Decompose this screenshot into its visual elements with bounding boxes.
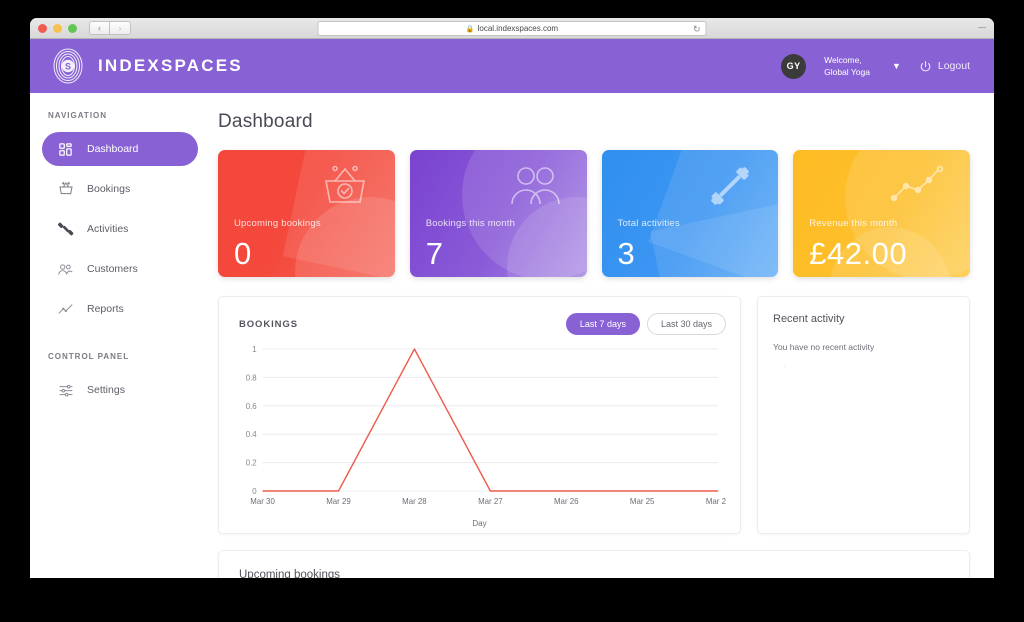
maximize-window-button[interactable]: [68, 23, 77, 33]
stat-card-value: 3: [617, 236, 636, 271]
stat-card-upcoming-bookings[interactable]: Upcoming bookings 0: [218, 150, 395, 277]
grid-icon: [57, 141, 74, 158]
brand[interactable]: S INDEXSPACES: [48, 46, 243, 86]
recent-activity-panel: Recent activity You have no recent activ…: [757, 296, 970, 534]
range-toggle-group[interactable]: Last 7 days Last 30 days: [565, 313, 726, 335]
stat-card-label: Bookings this month: [425, 218, 516, 229]
svg-text:0.6: 0.6: [246, 402, 258, 411]
app-body: NAVIGATION Dashboard: [30, 93, 994, 578]
chart-title: BOOKINGS: [239, 318, 298, 330]
svg-text:Mar 30: Mar 30: [250, 497, 275, 506]
people-icon: [57, 261, 74, 278]
range-last-30-days-button[interactable]: Last 30 days: [646, 313, 726, 335]
close-window-button[interactable]: [38, 23, 47, 33]
svg-text:1: 1: [252, 345, 257, 354]
brand-name: INDEXSPACES: [98, 56, 243, 75]
browser-window: ‹ › 🔒 local.indexspaces.com ↻ ─: [30, 18, 994, 578]
stat-card-label: Upcoming bookings: [234, 218, 321, 229]
svg-text:0.8: 0.8: [246, 373, 258, 382]
stat-card-value: 7: [425, 236, 444, 271]
page-title: Dashboard: [218, 111, 313, 132]
sidebar-item-label: Customers: [87, 263, 138, 275]
sidebar-item-activities[interactable]: Activities: [42, 212, 198, 246]
forward-button[interactable]: ›: [110, 21, 131, 35]
svg-text:Mar 24: Mar 24: [706, 497, 726, 506]
sidebar-item-label: Activities: [87, 223, 129, 235]
svg-text:S: S: [65, 62, 71, 72]
lower-row: BOOKINGS Last 7 days Last 30 days 0 0.2 0.…: [218, 296, 970, 534]
range-last-7-days-button[interactable]: Last 7 days: [565, 313, 640, 335]
sidebar-item-dashboard[interactable]: Dashboard: [42, 132, 198, 166]
stat-card-label: Total activities: [617, 218, 680, 229]
fingerprint-icon: S: [48, 46, 88, 86]
app-header: S INDEXSPACES GY Welcome, Global Yoga ▼: [30, 39, 994, 93]
url-text: local.indexspaces.com: [477, 24, 559, 33]
stat-card-label: Revenue this month: [809, 218, 898, 229]
browser-titlebar: ‹ › 🔒 local.indexspaces.com ↻ ─: [30, 18, 994, 39]
stat-card-total-activities[interactable]: Total activities 3: [601, 150, 779, 277]
bookings-chart-panel: BOOKINGS Last 7 days Last 30 days 0 0.2 0.…: [218, 296, 741, 534]
recent-activity-dot: .: [784, 360, 787, 369]
basket-icon: [57, 181, 74, 198]
svg-text:Mar 28: Mar 28: [402, 497, 427, 506]
sidebar-item-label: Bookings: [87, 183, 131, 195]
welcome-greeting: Welcome,: [824, 54, 862, 65]
line-chart-icon: [890, 164, 946, 206]
logout-button[interactable]: Logout: [919, 60, 970, 73]
stat-cards: Upcoming bookings 0 Bookings this mon: [218, 150, 970, 277]
address-bar[interactable]: 🔒 local.indexspaces.com ↻: [317, 21, 707, 36]
sidebar-item-reports[interactable]: Reports: [42, 292, 198, 326]
window-controls[interactable]: [38, 23, 77, 33]
chevron-down-icon[interactable]: ▼: [891, 61, 901, 71]
svg-text:0: 0: [252, 487, 257, 496]
bookings-line-chart: 0 0.2 0.4 0.6 0.8 1 Mar 30 Mar 29 Mar 28 Mar 27 Ma…: [233, 341, 726, 521]
svg-text:0.4: 0.4: [246, 430, 258, 439]
sidebar-item-label: Reports: [87, 303, 124, 315]
stat-card-bookings-this-month[interactable]: Bookings this month 7: [409, 150, 587, 277]
upcoming-bookings-panel: Upcoming bookings: [218, 550, 970, 578]
sidebar-item-bookings[interactable]: Bookings: [42, 172, 198, 206]
logout-label: Logout: [937, 60, 970, 72]
recent-activity-empty-text: You have no recent activity: [773, 342, 875, 352]
recent-activity-title: Recent activity: [773, 313, 845, 325]
reload-icon[interactable]: ↻: [692, 24, 701, 34]
sidebar-section-control-panel: CONTROL PANEL: [48, 352, 130, 361]
sidebar-item-settings[interactable]: Settings: [42, 373, 198, 407]
stat-card-revenue-this-month[interactable]: Revenue this month £42.00: [793, 150, 970, 277]
header-right: GY Welcome, Global Yoga ▼ Logout: [781, 53, 970, 79]
power-icon: [919, 60, 932, 73]
dumbbell-icon: [706, 164, 754, 208]
chart-header: BOOKINGS Last 7 days Last 30 days: [233, 313, 726, 335]
svg-text:Mar 26: Mar 26: [554, 497, 579, 506]
window-resize-icon[interactable]: ─: [978, 21, 986, 34]
browser-nav-buttons[interactable]: ‹ ›: [89, 21, 131, 35]
sidebar-item-customers[interactable]: Customers: [42, 252, 198, 286]
svg-text:0.2: 0.2: [246, 459, 258, 468]
sidebar: NAVIGATION Dashboard: [30, 93, 210, 578]
sidebar-item-label: Settings: [87, 384, 125, 396]
minimize-window-button[interactable]: [53, 23, 62, 33]
chart-x-axis-label: Day: [472, 519, 487, 528]
people-icon: [507, 164, 563, 208]
line-chart-icon: [57, 301, 74, 318]
main-content: Dashboard Upcoming bookings: [210, 93, 994, 578]
svg-text:Mar 29: Mar 29: [326, 497, 351, 506]
avatar[interactable]: GY: [781, 53, 807, 79]
sidebar-section-navigation: NAVIGATION: [48, 111, 108, 120]
upcoming-bookings-title: Upcoming bookings: [239, 569, 341, 578]
stat-card-value: £42.00: [809, 236, 908, 271]
svg-text:Mar 25: Mar 25: [630, 497, 655, 506]
basket-check-icon: [319, 164, 371, 208]
sliders-icon: [57, 382, 74, 399]
dumbbell-icon: [57, 221, 74, 238]
welcome-text: Welcome, Global Yoga: [824, 54, 870, 79]
welcome-username: Global Yoga: [824, 67, 870, 77]
svg-text:Mar 27: Mar 27: [478, 497, 503, 506]
sidebar-item-label: Dashboard: [87, 143, 139, 155]
stat-card-value: 0: [234, 236, 252, 271]
back-button[interactable]: ‹: [89, 21, 110, 35]
lock-icon: 🔒: [465, 25, 475, 33]
